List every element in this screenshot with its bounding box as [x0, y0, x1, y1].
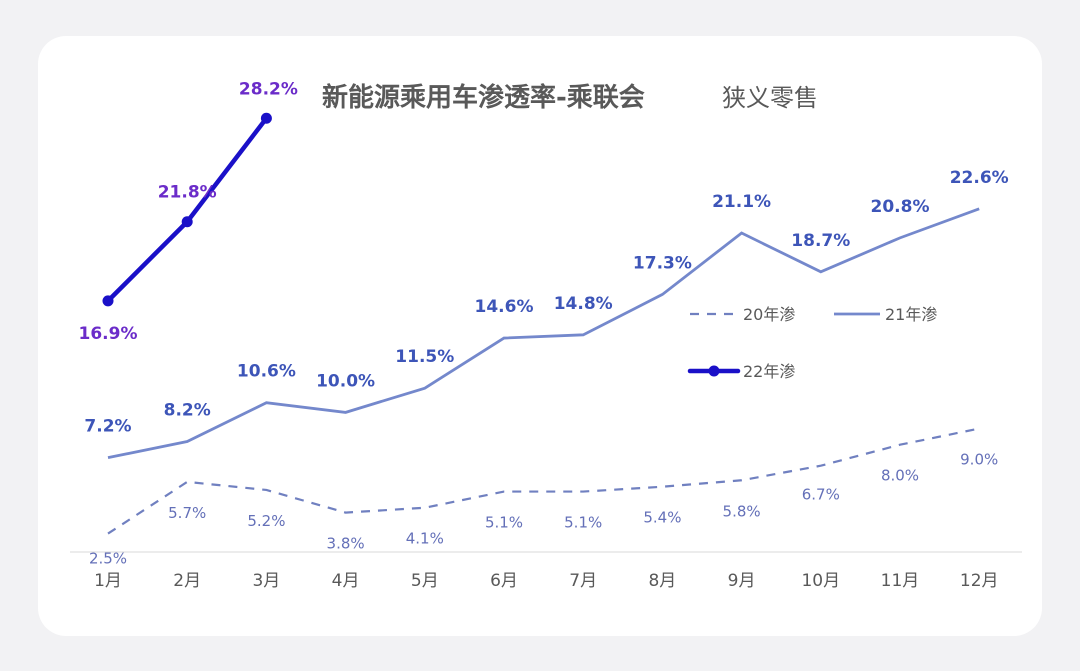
series-22: 16.9% 21.8% 28.2% [79, 79, 298, 344]
series-20-data-label: 5.1% [485, 514, 523, 532]
series-20-data-label: 5.8% [723, 502, 761, 520]
series-21-data-label: 7.2% [84, 417, 131, 437]
series-21-data-label: 8.2% [164, 400, 211, 420]
x-tick-label: 9月 [728, 571, 756, 591]
x-tick-label: 3月 [252, 571, 280, 591]
series-22-marker [260, 112, 272, 124]
series-20-data-label: 9.0% [960, 451, 998, 469]
series-20-data-label: 3.8% [327, 535, 365, 553]
chart-subtitle: 狭义零售 [722, 84, 818, 112]
x-tick-label: 4月 [332, 571, 360, 591]
series-20-data-label: 6.7% [802, 486, 840, 504]
x-axis-ticks: 1月 2月 3月 4月 5月 6月 7月 8月 9月 10月 11月 12月 [94, 571, 998, 591]
series-21-data-label: 17.3% [633, 253, 692, 273]
legend: 20年渗 21年渗 22年渗 [687, 305, 937, 381]
legend-20-label: 20年渗 [743, 305, 795, 324]
series-22-marker [102, 295, 114, 307]
series-21-data-label: 11.5% [395, 347, 454, 367]
legend-21-label: 21年渗 [885, 305, 937, 324]
series-21-data-label: 10.6% [237, 362, 296, 382]
legend-22-marker [708, 365, 720, 377]
series-21-data-label: 18.7% [791, 231, 850, 251]
series-22-marker [181, 216, 193, 228]
series-21-data-label: 20.8% [871, 197, 930, 217]
series-21-data-label: 14.8% [554, 294, 613, 314]
series-22-line [105, 116, 269, 304]
x-tick-label: 8月 [648, 571, 676, 591]
series-20: 2.5% 5.7% 5.2% 3.8% 4.1% 5.1% 5.1% 5.4% 5.8% 6.7%… [89, 427, 998, 568]
x-tick-label: 1月 [94, 571, 122, 591]
series-22-data-label: 28.2% [239, 79, 298, 99]
series-20-data-label: 2.5% [89, 550, 127, 568]
x-tick-label: 5月 [411, 571, 439, 591]
chart-title: 新能源乘用车渗透率-乘联会 [322, 82, 645, 113]
legend-22-label: 22年渗 [743, 362, 795, 381]
x-tick-label: 6月 [490, 571, 518, 591]
series-22-data-label: 21.8% [158, 183, 217, 203]
x-tick-label: 2月 [173, 571, 201, 591]
series-20-data-label: 5.1% [564, 514, 602, 532]
x-tick-label: 10月 [801, 571, 840, 591]
x-tick-label: 11月 [881, 571, 920, 591]
x-tick-label: 7月 [569, 571, 597, 591]
series-21-data-label: 21.1% [712, 192, 771, 212]
series-21-data-label: 22.6% [950, 168, 1009, 188]
series-20-line [107, 427, 980, 535]
series-22-data-label: 16.9% [79, 324, 138, 344]
series-20-data-label: 5.4% [643, 509, 681, 527]
x-tick-label: 12月 [960, 571, 999, 591]
series-21-data-label: 14.6% [475, 297, 534, 317]
series-21: 7.2% 8.2% 10.6% 10.0% 11.5% 14.6% 14.8% 17.3% 21… [84, 168, 1009, 460]
series-21-data-label: 10.0% [316, 371, 375, 391]
series-20-data-label: 5.7% [168, 504, 206, 522]
series-20-data-label: 4.1% [406, 530, 444, 548]
series-20-data-label: 8.0% [881, 467, 919, 485]
series-21-line [107, 207, 980, 460]
series-20-data-label: 5.2% [247, 512, 285, 530]
